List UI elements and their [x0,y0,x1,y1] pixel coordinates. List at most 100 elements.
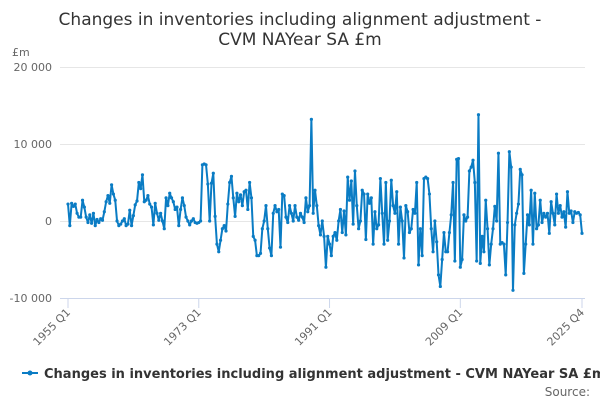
data-point[interactable] [338,207,343,212]
data-point[interactable] [162,227,166,231]
data-point[interactable] [213,214,217,218]
data-point[interactable] [380,211,384,215]
data-point[interactable] [471,158,475,162]
data-point[interactable] [90,221,94,225]
data-point[interactable] [386,238,390,242]
data-point[interactable] [106,193,110,198]
data-point[interactable] [155,211,159,215]
data-point[interactable] [571,220,575,225]
data-point[interactable] [120,219,125,223]
data-point[interactable] [278,245,283,249]
data-point[interactable] [100,218,105,222]
data-point[interactable] [504,273,508,277]
data-point[interactable] [327,242,332,246]
data-point[interactable] [554,192,559,196]
data-point[interactable] [289,211,293,215]
data-point[interactable] [524,242,528,246]
data-point[interactable] [540,220,544,225]
data-point[interactable] [366,192,370,196]
data-point[interactable] [91,211,96,215]
data-point[interactable] [253,238,257,242]
data-point[interactable] [222,224,226,228]
data-point[interactable] [398,205,402,209]
data-point[interactable] [217,250,221,254]
data-point[interactable] [284,215,288,219]
data-point[interactable] [113,198,117,202]
data-point[interactable] [237,200,241,204]
data-point[interactable] [413,211,417,215]
data-point[interactable] [558,204,562,208]
data-point[interactable] [549,200,553,204]
data-point[interactable] [139,187,143,191]
data-point[interactable] [440,257,444,262]
data-point[interactable] [378,177,382,181]
data-point[interactable] [306,210,310,214]
data-point[interactable] [215,242,219,246]
data-point[interactable] [97,220,101,225]
data-point[interactable] [295,215,299,219]
data-point[interactable] [473,180,477,185]
data-point[interactable] [436,273,441,277]
data-point[interactable] [246,207,250,212]
data-point[interactable] [427,192,432,196]
data-point[interactable] [464,219,468,223]
data-point[interactable] [248,180,252,185]
data-point[interactable] [317,224,321,228]
data-point[interactable] [525,213,530,217]
data-point[interactable] [224,229,228,233]
data-point[interactable] [271,211,275,215]
data-point[interactable] [337,219,341,223]
data-point[interactable] [249,196,254,200]
data-point[interactable] [164,196,168,200]
data-point[interactable] [433,219,437,223]
data-point[interactable] [211,171,215,175]
data-point[interactable] [505,220,510,225]
data-point[interactable] [534,227,539,231]
data-point[interactable] [536,223,541,227]
data-point[interactable] [291,219,295,223]
data-point[interactable] [108,201,112,205]
data-point[interactable] [395,190,399,194]
data-point[interactable] [478,261,482,265]
data-point[interactable] [111,192,116,196]
data-point[interactable] [240,204,244,208]
data-point[interactable] [148,202,152,206]
data-point[interactable] [469,165,473,169]
data-point[interactable] [564,225,568,229]
data-point[interactable] [349,179,353,183]
data-point[interactable] [482,250,486,254]
data-point[interactable] [516,202,521,206]
data-point[interactable] [251,234,255,238]
data-point[interactable] [191,217,195,221]
data-point[interactable] [95,217,99,222]
data-point[interactable] [104,200,108,204]
data-point[interactable] [206,182,210,186]
source-credit[interactable]: Source: [545,385,590,399]
data-point[interactable] [426,177,430,181]
data-point[interactable] [531,242,535,246]
data-point[interactable] [198,219,203,223]
data-point[interactable] [79,215,83,219]
data-point[interactable] [66,202,70,206]
data-point[interactable] [182,204,186,208]
data-point[interactable] [126,222,130,226]
data-point[interactable] [538,198,542,202]
data-point[interactable] [307,204,312,208]
data-point[interactable] [298,211,303,215]
data-point[interactable] [340,230,344,235]
data-point[interactable] [86,220,90,225]
data-point[interactable] [551,211,555,215]
data-point[interactable] [204,163,208,167]
data-point[interactable] [233,214,237,218]
data-point[interactable] [151,223,155,227]
data-point[interactable] [364,237,368,242]
data-point[interactable] [70,201,74,205]
data-point[interactable] [387,219,392,223]
data-point[interactable] [315,204,319,208]
data-point[interactable] [189,219,194,223]
data-point[interactable] [309,117,313,121]
data-point[interactable] [462,213,466,217]
data-point[interactable] [88,213,92,217]
data-point[interactable] [451,180,455,185]
data-point[interactable] [562,210,566,214]
